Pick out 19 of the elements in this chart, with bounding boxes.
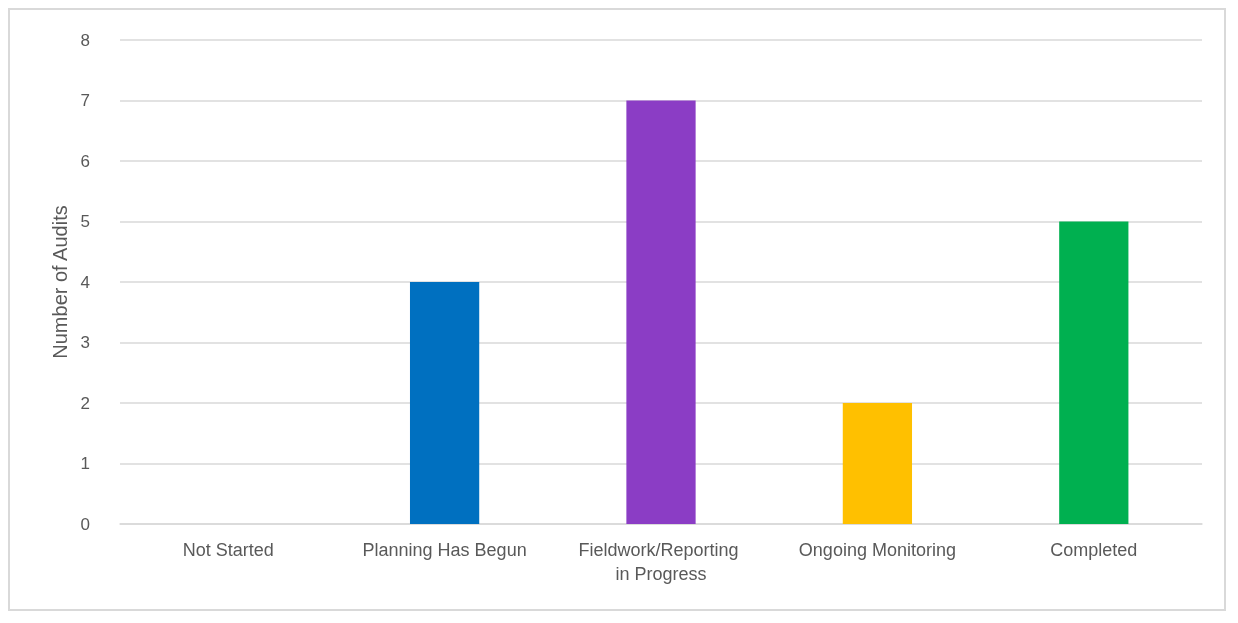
x-tick-label: Not Started xyxy=(182,540,274,560)
y-tick-label: 4 xyxy=(80,272,90,292)
bar xyxy=(1059,221,1129,524)
y-tick-label: 5 xyxy=(80,212,90,231)
y-tick-label: 3 xyxy=(80,333,90,352)
y-tick-label: 2 xyxy=(80,393,90,413)
bar xyxy=(842,403,913,524)
bar xyxy=(626,100,696,524)
x-tick-label: Completed xyxy=(1050,540,1138,560)
x-tick-label: Fieldwork/Reporting in Progress xyxy=(578,540,744,584)
y-tick-label: 1 xyxy=(80,454,90,473)
bar xyxy=(409,282,480,524)
y-tick-label: 6 xyxy=(80,151,90,171)
x-tick-label: Ongoing Monitoring xyxy=(798,540,956,560)
y-axis-title: Number of Audits xyxy=(48,205,71,359)
y-tick-label: 8 xyxy=(80,30,90,50)
x-tick-label: Planning Has Begun xyxy=(362,540,527,560)
y-tick-label: 7 xyxy=(80,91,90,110)
y-tick-label: 0 xyxy=(80,514,90,534)
